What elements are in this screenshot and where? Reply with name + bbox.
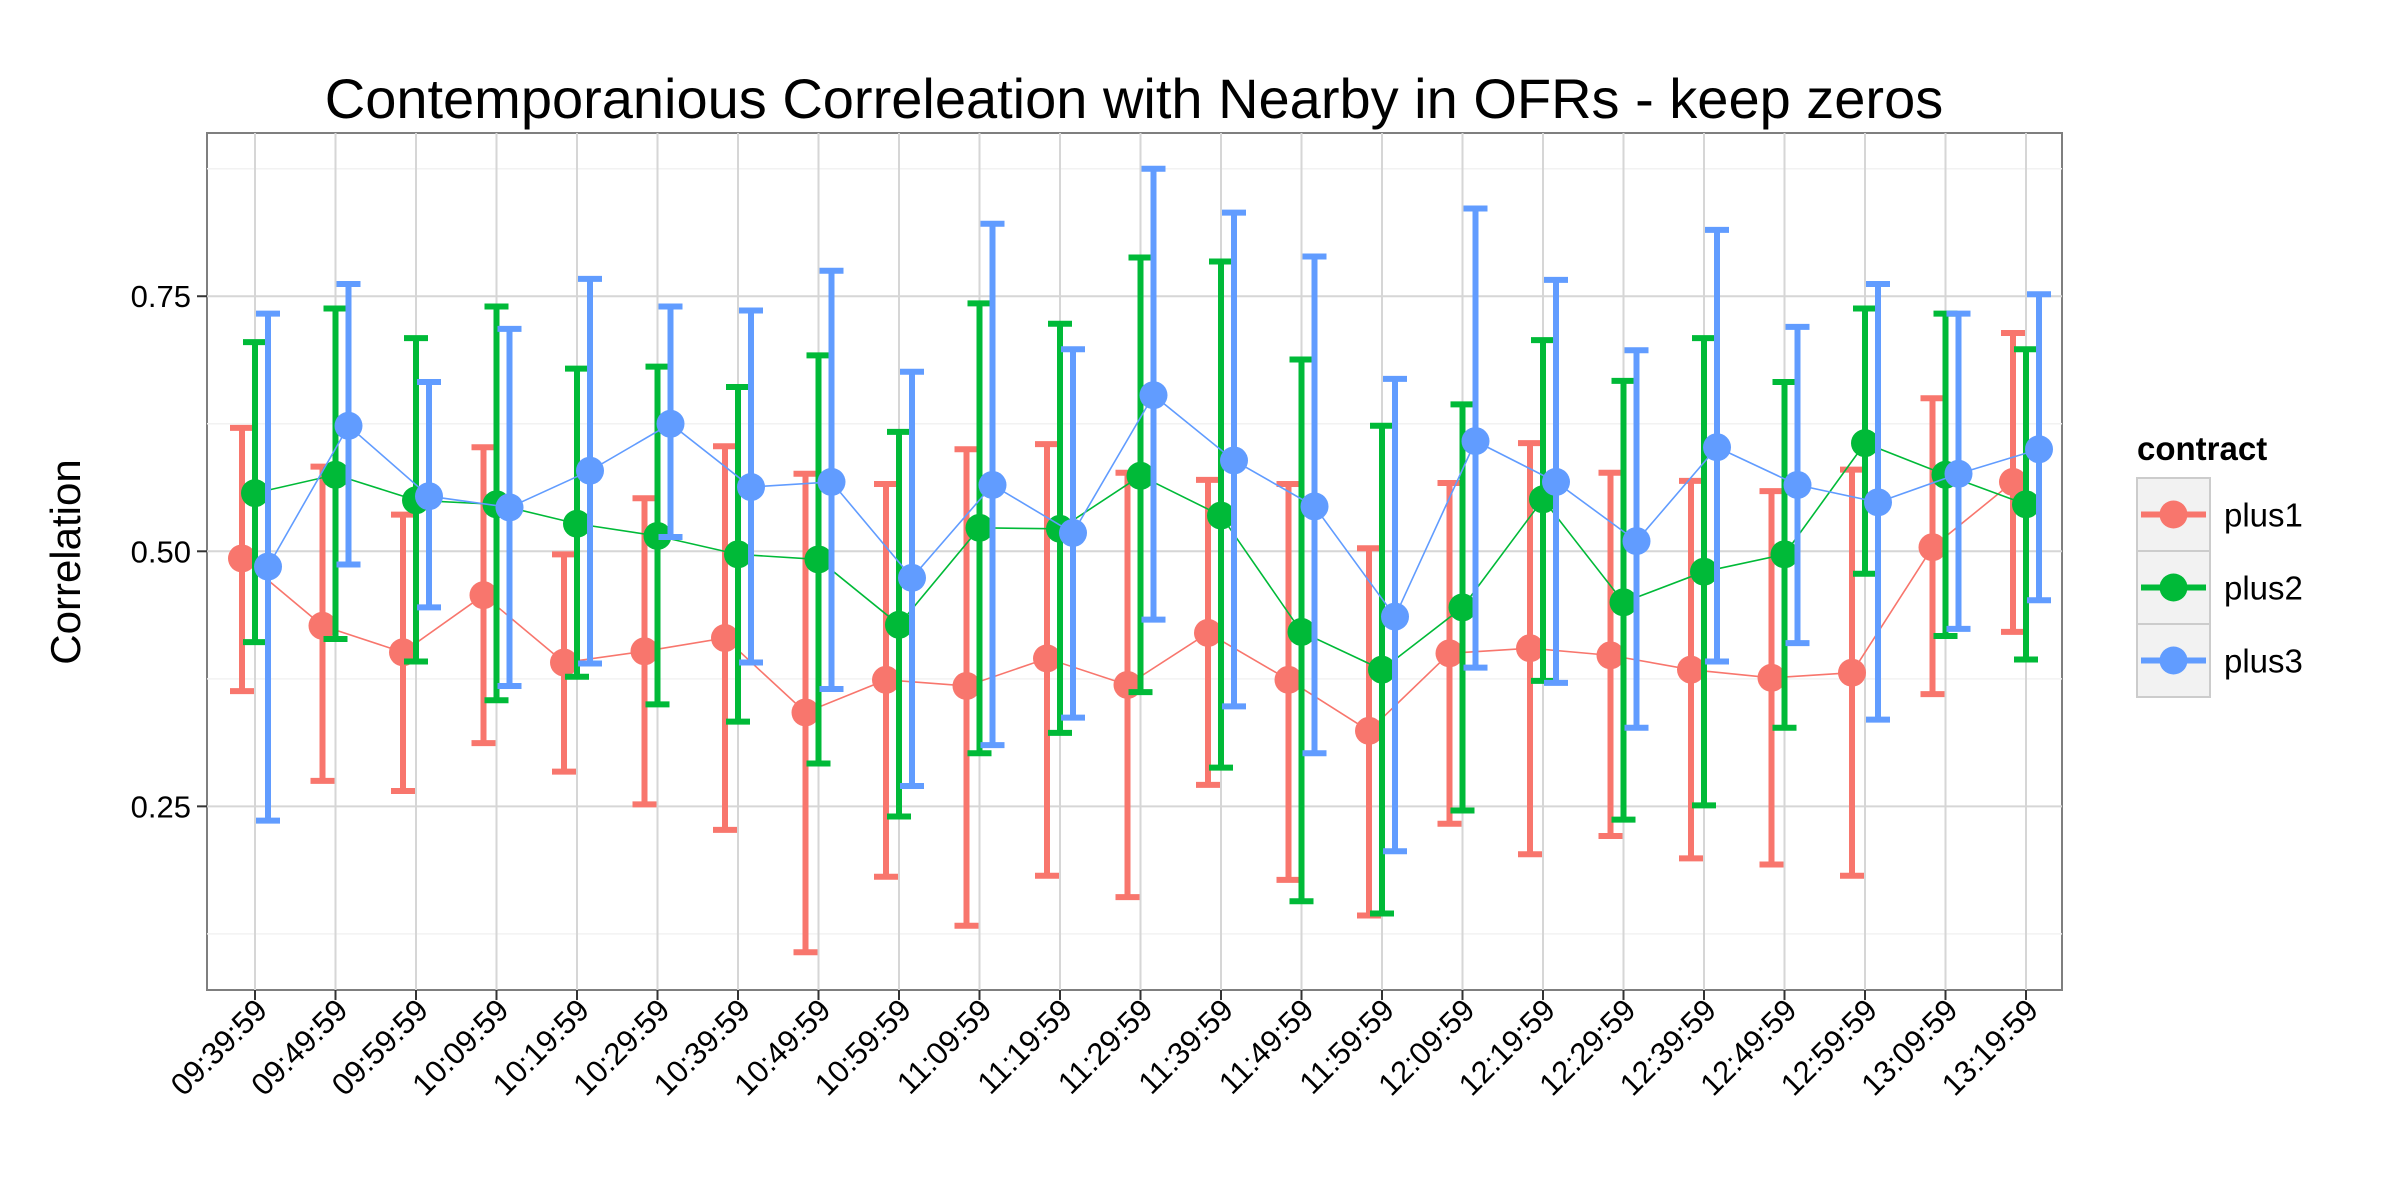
data-point <box>1864 488 1892 517</box>
series-plus3 <box>254 165 2053 855</box>
legend-label: plus1 <box>2224 497 2303 534</box>
data-point <box>1461 427 1490 456</box>
data-point <box>1596 641 1625 670</box>
legend-title: contract <box>2137 430 2267 467</box>
data-point <box>1622 527 1651 556</box>
data-point <box>885 610 913 639</box>
data-point <box>1220 446 1248 475</box>
chart-title: Contemporanious Correleation with Nearby… <box>325 67 1943 130</box>
data-point <box>952 671 981 700</box>
data-point <box>1690 557 1718 586</box>
data-point <box>817 467 846 496</box>
data-point <box>1207 501 1235 530</box>
data-point <box>1033 644 1061 673</box>
legend-key-point <box>2159 573 2188 602</box>
data-point <box>1448 593 1477 622</box>
data-point <box>965 513 994 542</box>
data-point <box>1194 618 1222 647</box>
data-point <box>1918 533 1947 562</box>
data-point <box>804 545 833 574</box>
data-point <box>1126 461 1155 490</box>
data-point <box>978 470 1007 499</box>
legend-key-plus2 <box>2136 550 2211 625</box>
y-tick-label: 0.75 <box>131 279 191 314</box>
series-plus1 <box>228 329 2027 956</box>
data-point <box>1368 655 1396 684</box>
y-axis-label: Correlation <box>42 459 89 664</box>
legend-key-point <box>2159 500 2188 529</box>
data-point <box>656 409 685 438</box>
data-point <box>643 521 672 550</box>
y-tick-label: 0.25 <box>131 789 191 824</box>
data-point <box>415 482 443 511</box>
data-point <box>228 544 256 573</box>
data-point <box>1757 663 1786 692</box>
data-point <box>1770 540 1799 569</box>
data-point <box>1355 716 1383 745</box>
data-point <box>1139 381 1168 410</box>
data-point <box>241 479 269 508</box>
data-point <box>1783 470 1812 499</box>
data-point <box>1287 617 1316 646</box>
data-point <box>724 540 752 569</box>
legend-key-point <box>2159 646 2188 675</box>
data-point <box>1300 492 1329 521</box>
data-point <box>1999 467 2027 496</box>
data-point <box>334 411 363 440</box>
data-point <box>1381 602 1409 631</box>
legend-label: plus3 <box>2224 643 2303 680</box>
y-tick-label: 0.50 <box>131 534 191 569</box>
data-point <box>1838 658 1866 687</box>
data-point <box>2012 490 2040 519</box>
data-point <box>1851 429 1879 458</box>
legend: contract plus1 plus2 plus3 <box>2136 430 2303 698</box>
data-point <box>1435 639 1464 668</box>
data-point <box>469 581 498 610</box>
data-point <box>495 493 524 522</box>
data-point <box>791 698 820 727</box>
data-point <box>1274 665 1303 694</box>
data-point <box>898 563 926 592</box>
data-point <box>737 473 765 502</box>
data-point <box>872 665 900 694</box>
series-layer <box>228 165 2053 956</box>
legend-key-plus1 <box>2136 477 2211 552</box>
data-point <box>1609 588 1638 617</box>
data-point <box>1944 459 1973 488</box>
data-point <box>1677 655 1705 684</box>
data-point <box>1516 634 1544 663</box>
data-point <box>254 552 282 581</box>
data-point <box>2025 435 2053 464</box>
data-point <box>711 624 739 653</box>
legend-key-plus3 <box>2136 623 2211 698</box>
data-point <box>1542 467 1570 496</box>
data-point <box>630 637 659 666</box>
data-point <box>550 648 578 677</box>
data-point <box>563 509 591 538</box>
data-point <box>1703 433 1731 462</box>
data-point <box>308 611 337 640</box>
data-point <box>321 460 350 489</box>
data-point <box>1059 518 1087 547</box>
legend-label: plus2 <box>2224 570 2303 607</box>
data-point <box>576 456 604 485</box>
